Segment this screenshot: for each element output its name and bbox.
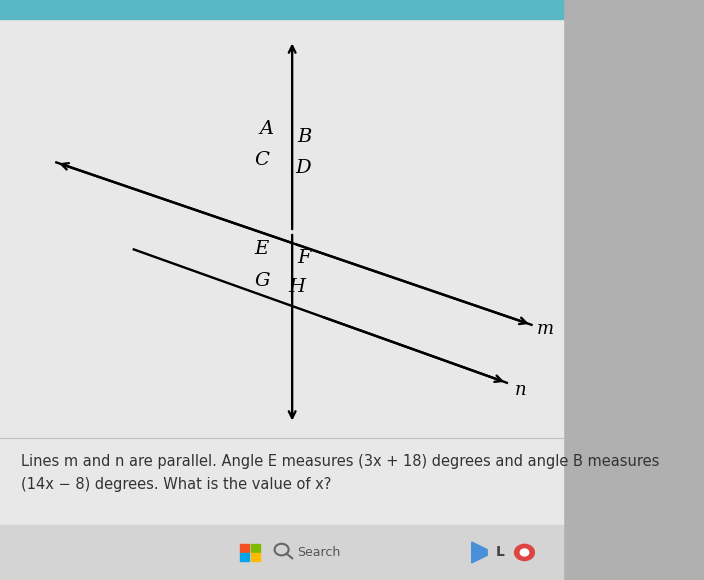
Text: G: G: [254, 271, 270, 290]
Polygon shape: [472, 542, 487, 563]
Text: H: H: [289, 278, 306, 296]
Text: D: D: [295, 159, 310, 177]
Bar: [0, 525, 563, 580]
Text: F: F: [297, 248, 311, 267]
Text: (14x − 8) degrees. What is the value of x?: (14x − 8) degrees. What is the value of …: [21, 477, 332, 492]
Bar: [239, 544, 249, 552]
Bar: [0, 19, 563, 525]
Text: L: L: [496, 545, 504, 560]
Bar: [251, 544, 260, 552]
Bar: [239, 553, 249, 561]
Text: B: B: [297, 128, 311, 146]
Text: C: C: [254, 151, 270, 169]
Text: E: E: [255, 240, 269, 259]
Bar: [251, 553, 260, 561]
Text: n: n: [515, 380, 527, 399]
Text: A: A: [259, 119, 273, 138]
Circle shape: [520, 549, 529, 556]
Bar: [0, 0, 563, 19]
Circle shape: [515, 544, 534, 560]
Text: Search: Search: [297, 546, 340, 559]
Text: Lines m and n are parallel. Angle E measures (3x + 18) degrees and angle B measu: Lines m and n are parallel. Angle E meas…: [21, 454, 660, 469]
Text: m: m: [537, 320, 554, 338]
